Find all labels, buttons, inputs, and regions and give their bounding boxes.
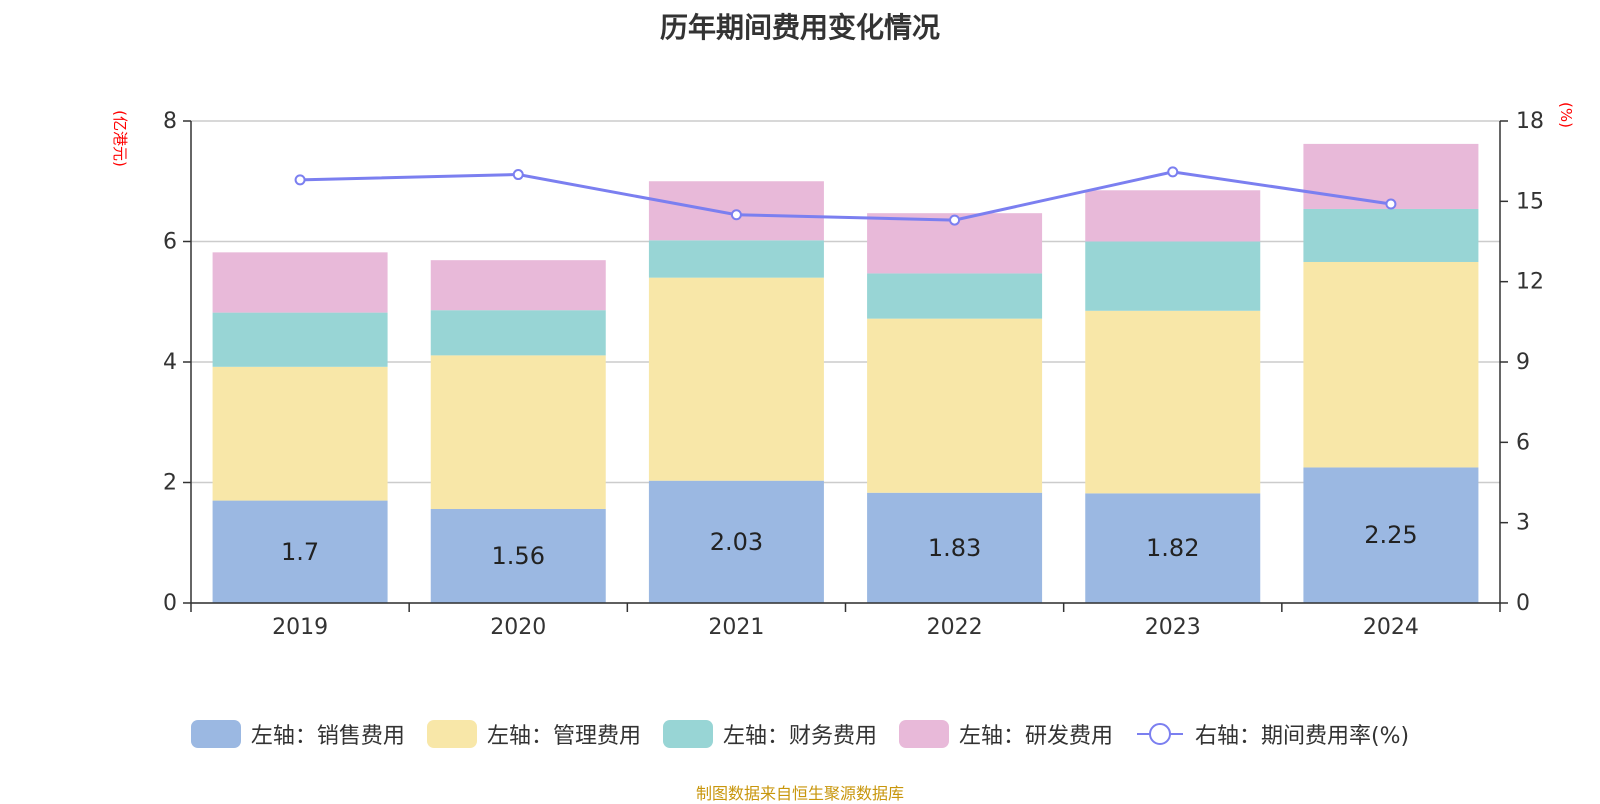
expense-ratio-point [949, 214, 961, 226]
right-axis-tick-label: 3 [1516, 511, 1530, 536]
bar-segment [1303, 208, 1479, 262]
bar-segment [430, 260, 606, 311]
bar-segment [1303, 143, 1479, 209]
x-axis-tick-label: 2020 [490, 615, 546, 640]
expense-ratio-point [1385, 198, 1397, 210]
x-axis-tick-label: 2022 [927, 615, 983, 640]
legend-item-sales[interactable]: 左轴：销售费用 [190, 718, 405, 750]
bar-data-label: 1.82 [1146, 534, 1199, 562]
bar-segment [1085, 493, 1261, 603]
x-axis-tick-label: 2023 [1145, 615, 1201, 640]
bar-segment [430, 509, 606, 603]
x-axis-tick-label: 2021 [708, 615, 764, 640]
bar-segment [212, 252, 388, 313]
left-axis-tick-label: 6 [163, 230, 177, 255]
bar-segment [1085, 310, 1261, 494]
expense-ratio-point [512, 169, 524, 181]
right-axis-tick-label: 6 [1516, 430, 1530, 455]
left-axis-tick-label: 4 [163, 350, 177, 375]
x-axis-tick-label: 2019 [272, 615, 328, 640]
expense-ratio-point [1167, 166, 1179, 178]
right-axis-tick-label: 9 [1516, 350, 1530, 375]
bar-segment [1085, 241, 1261, 311]
legend-item-expense-ratio[interactable]: 右轴：期间费用率(%) [1135, 718, 1409, 750]
bar-segment [1303, 261, 1479, 468]
bar-segment [212, 500, 388, 603]
bar-data-label: 2.03 [710, 528, 763, 556]
legend-label-sales: 左轴：销售费用 [250, 724, 405, 749]
legend-item-finance[interactable]: 左轴：财务费用 [662, 718, 877, 750]
legend-label-rd: 左轴：研发费用 [958, 724, 1113, 749]
expense-ratio-line [300, 170, 1392, 222]
right-axis-tick-label: 18 [1516, 109, 1544, 134]
legend-line-marker-icon [1136, 723, 1183, 745]
bar-segment [648, 240, 824, 278]
left-axis-unit: (亿港元) [110, 110, 129, 167]
bar-segment [867, 273, 1043, 319]
left-axis-tick-label: 8 [163, 109, 177, 134]
bar-segment [648, 480, 824, 603]
bar-data-label: 2.25 [1364, 521, 1417, 549]
legend-label-expense-ratio: 右轴：期间费用率(%) [1194, 724, 1410, 749]
right-axis-tick-label: 12 [1516, 270, 1544, 295]
legend-swatch-finance [662, 720, 713, 748]
legend: 左轴：销售费用 左轴：管理费用 左轴：财务费用 左轴：研发费用 右轴：期间费用率… [0, 718, 1600, 750]
left-axis-tick-label: 2 [163, 471, 177, 496]
bar-segment [430, 355, 606, 510]
bar-data-label: 1.7 [281, 538, 319, 566]
bar-segment [430, 310, 606, 356]
legend-swatch-rd [898, 720, 949, 748]
legend-swatch-admin [426, 720, 477, 748]
bar-data-label: 1.83 [928, 534, 981, 562]
bar-segment [648, 277, 824, 481]
legend-label-admin: 左轴：管理费用 [486, 724, 641, 749]
legend-swatch-sales [190, 720, 241, 748]
data-source-note: 制图数据来自恒生聚源数据库 [695, 784, 904, 803]
bar-segment [867, 492, 1043, 603]
right-axis-tick-label: 0 [1516, 591, 1530, 616]
legend-item-rd[interactable]: 左轴：研发费用 [898, 718, 1113, 750]
bar-segment [1085, 190, 1261, 242]
bar-segment [212, 366, 388, 501]
bar-data-label: 1.56 [492, 542, 545, 570]
legend-item-admin[interactable]: 左轴：管理费用 [426, 718, 641, 750]
left-axis-tick-label: 0 [163, 591, 177, 616]
bar-segment [867, 318, 1043, 493]
legend-label-finance: 左轴：财务费用 [722, 724, 877, 749]
bar-segment [212, 312, 388, 367]
chart-canvas: 0 2 4 6 8 0 3 6 9 12 15 18 1.7 2019 1.56 2020 2.03 2021 1.… [163, 109, 1544, 640]
bar-segment [1303, 467, 1479, 603]
right-axis-unit: (%) [1556, 102, 1575, 128]
expense-ratio-point [294, 174, 306, 186]
chart-title: 历年期间费用变化情况 [659, 11, 940, 44]
right-axis-tick-label: 15 [1516, 189, 1544, 214]
x-axis-tick-label: 2024 [1363, 615, 1419, 640]
expense-ratio-point [730, 209, 742, 221]
